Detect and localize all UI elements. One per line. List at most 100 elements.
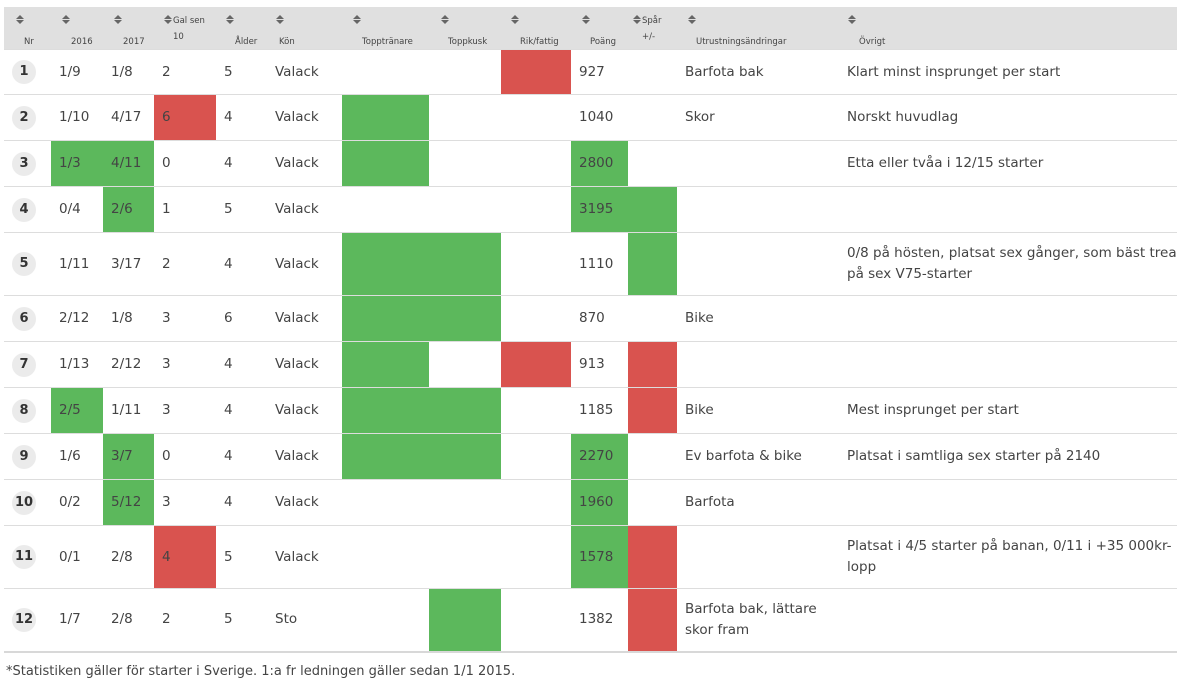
col-header-spar[interactable]: Spår +/- [628,7,677,50]
cell-y2017: 5/12 [103,479,154,526]
cell-alder: 4 [216,479,267,526]
sort-icon[interactable] [16,15,24,25]
col-header-inner: Gal sen 10 [154,7,216,49]
row-number-badge: 9 [12,444,36,469]
cell-alder: 4 [216,433,267,480]
sort-icon[interactable] [633,15,641,25]
col-header-kon[interactable]: Kön [267,7,342,50]
cell-poang: 913 [571,341,628,388]
col-header-ovrigt[interactable]: Övrigt [839,7,1177,50]
cell-gal: 2 [154,588,216,653]
cell-spar [628,49,677,95]
sort-icon[interactable] [164,15,172,25]
cell-toppkusk [429,479,501,526]
col-header-label: Nr [24,37,34,47]
cell-utrustning: Bike [677,387,839,434]
table-row: 4 0/4 2/6 1 5 Valack 3195 [4,186,1177,233]
cell-utrustning: Bike [677,295,839,342]
sort-icon[interactable] [226,15,234,25]
col-header-y2017[interactable]: 2017 [103,7,154,50]
cell-toppkusk [429,232,501,296]
col-header-y2016[interactable]: 2016 [51,7,103,50]
sort-icon[interactable] [62,15,70,25]
col-header-toppkusk[interactable]: Toppkusk [429,7,501,50]
cell-gal: 3 [154,387,216,434]
cell-utrustning [677,186,839,233]
sort-icon[interactable] [441,15,449,25]
table-body: 1 1/9 1/8 2 5 Valack 927 Barfota bak Klart minst… [4,49,1177,653]
cell-spar [628,433,677,480]
cell-topptranare [342,341,429,388]
table-row: 11 0/1 2/8 4 5 Valack 1578 Platsat i 4/5 starte… [4,525,1177,589]
cell-toppkusk [429,525,501,589]
cell-poang: 3195 [571,186,628,233]
cell-spar [628,140,677,187]
cell-rikfattig [501,186,571,233]
sort-icon[interactable] [848,15,856,25]
cell-kon: Valack [267,479,342,526]
cell-toppkusk [429,295,501,342]
cell-alder: 5 [216,525,267,589]
cell-spar [628,295,677,342]
cell-alder: 4 [216,387,267,434]
cell-spar [628,588,677,653]
col-header-topptranare[interactable]: Topptränare [342,7,429,50]
col-header-rikfattig[interactable]: Rik/fattig [501,7,571,50]
cell-y2016: 0/4 [51,186,103,233]
row-number-badge: 2 [12,105,36,130]
cell-toppkusk [429,387,501,434]
row-number-badge: 6 [12,306,36,331]
col-header-alder[interactable]: Ålder [216,7,267,50]
sort-icon[interactable] [511,15,519,25]
cell-ovrigt: Mest insprunget per start [839,387,1177,434]
table-row: 2 1/10 4/17 6 4 Valack 1040 Skor Norskt huvudlag [4,94,1177,141]
cell-alder: 4 [216,232,267,296]
cell-utrustning [677,140,839,187]
row-number-badge: 11 [12,545,36,569]
cell-rikfattig [501,94,571,141]
cell-kon: Valack [267,525,342,589]
table-row: 3 1/3 4/11 0 4 Valack 2800 Etta eller tvåa i 12… [4,140,1177,187]
col-header-label: Topptränare [362,37,413,47]
cell-topptranare [342,295,429,342]
cell-ovrigt [839,295,1177,342]
col-header-utrustning[interactable]: Utrustningsändringar [677,7,839,50]
row-number-cell: 6 [4,295,51,342]
sort-icon[interactable] [353,15,361,25]
sort-icon[interactable] [114,15,122,25]
col-header-inner: Topptränare [342,7,429,49]
cell-rikfattig [501,588,571,653]
cell-poang: 1040 [571,94,628,141]
cell-ovrigt: Platsat i samtliga sex starter på 2140 [839,433,1177,480]
cell-ovrigt: Norskt huvudlag [839,94,1177,141]
col-header-label: Kön [279,37,295,47]
cell-rikfattig [501,49,571,95]
cell-rikfattig [501,525,571,589]
sort-icon[interactable] [582,15,590,25]
sort-icon[interactable] [688,15,696,25]
cell-spar [628,341,677,388]
cell-y2016: 1/3 [51,140,103,187]
cell-ovrigt [839,479,1177,526]
cell-alder: 4 [216,94,267,141]
cell-topptranare [342,140,429,187]
cell-kon: Valack [267,295,342,342]
row-number-badge: 8 [12,398,36,423]
cell-toppkusk [429,49,501,95]
cell-kon: Valack [267,49,342,95]
cell-spar [628,387,677,434]
cell-ovrigt: Platsat i 4/5 starter på banan, 0/11 i +… [839,525,1177,589]
cell-poang: 1382 [571,588,628,653]
cell-utrustning [677,341,839,388]
table-row: 5 1/11 3/17 2 4 Valack 1110 0/8 på hösten, plat… [4,232,1177,296]
cell-gal: 0 [154,140,216,187]
cell-utrustning [677,525,839,589]
col-header-label: Utrustningsändringar [696,37,787,47]
col-header-nr[interactable]: Nr [4,7,51,50]
sort-icon[interactable] [276,15,284,25]
col-header-poang[interactable]: Poäng [571,7,628,50]
col-header-gal[interactable]: Gal sen 10 [154,7,216,50]
cell-utrustning: Skor [677,94,839,141]
cell-y2016: 2/5 [51,387,103,434]
cell-rikfattig [501,295,571,342]
